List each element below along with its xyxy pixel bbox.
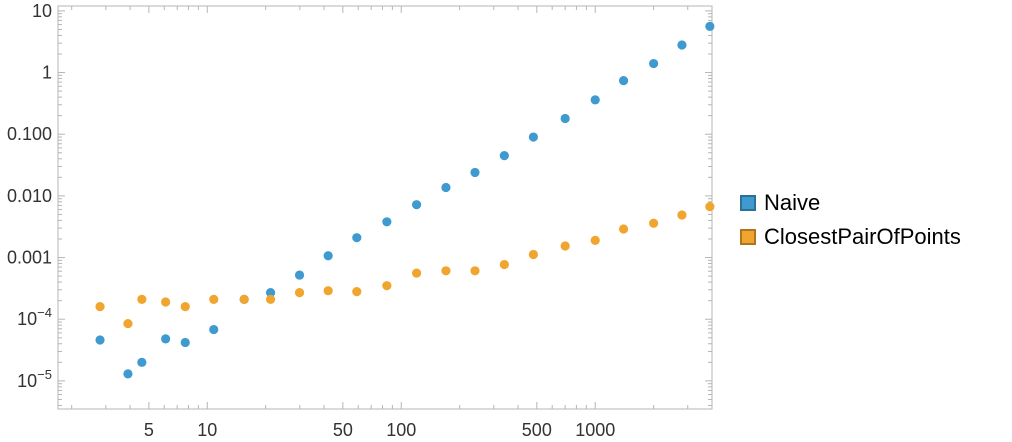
naive-point — [137, 357, 147, 367]
data-points — [95, 21, 715, 379]
legend-item-closest-pair[interactable]: ClosestPairOfPoints — [740, 220, 961, 254]
closest-pair-point — [677, 210, 687, 220]
naive-point — [560, 113, 570, 124]
closest-pair-point — [294, 288, 305, 298]
legend-swatch-closest-pair — [740, 229, 756, 245]
legend-label-closest-pair: ClosestPairOfPoints — [764, 224, 961, 249]
naive-point — [352, 233, 362, 243]
plot-frame — [57, 5, 713, 410]
closest-pair-point — [470, 266, 480, 276]
plot-frame-rect — [57, 5, 713, 410]
legend-swatch-naive — [740, 195, 756, 211]
y-tick-label: 0.100 — [7, 124, 52, 144]
closest-pair-point — [705, 202, 715, 212]
closest-pair-point — [323, 286, 333, 296]
naive-point — [323, 251, 333, 261]
x-tick-label: 5 — [144, 420, 154, 440]
closest-pair-point — [161, 297, 171, 307]
closest-pair-point — [137, 294, 147, 304]
naive-point — [412, 200, 422, 210]
axis-ticks — [58, 6, 713, 409]
closest-pair-point — [95, 302, 105, 312]
closest-pair-point — [382, 281, 392, 291]
naive-point — [499, 151, 509, 161]
naive-point — [265, 288, 276, 298]
closest-pair-point — [123, 318, 133, 329]
closest-pair-point — [618, 224, 629, 234]
closest-pair-point — [441, 266, 451, 276]
legend-label-naive: Naive — [764, 190, 821, 215]
y-tick-label: 10 — [32, 1, 52, 21]
y-tick-label: 0.001 — [7, 248, 52, 268]
naive-point — [705, 21, 715, 32]
naive-point — [294, 270, 305, 280]
naive-point — [180, 337, 190, 348]
naive-point — [590, 95, 600, 105]
y-tick-label: 10−5 — [17, 367, 52, 391]
naive-point — [123, 369, 133, 379]
closest-pair-point — [528, 249, 538, 260]
naive-point — [649, 58, 659, 69]
x-tick-label: 100 — [386, 420, 416, 440]
closest-pair-point — [239, 294, 249, 304]
closest-pair-point — [265, 294, 276, 304]
closest-pair-point — [590, 235, 600, 245]
legend: Naive ClosestPairOfPoints — [740, 186, 961, 254]
closest-pair-point — [209, 294, 219, 304]
tick-labels: 5 10 50 100 500 1000 10−5 10−4 0.001 0.010 0.100 1 1… — [7, 1, 615, 440]
closest-pair-point — [412, 268, 422, 278]
naive-point — [382, 217, 392, 227]
y-tick-label: 10−4 — [17, 305, 52, 329]
x-tick-label: 50 — [333, 420, 353, 440]
legend-item-naive[interactable]: Naive — [740, 186, 961, 220]
x-tick-label: 10 — [197, 420, 217, 440]
closest-pair-point — [499, 259, 509, 270]
x-tick-label: 1000 — [575, 420, 615, 440]
naive-point — [528, 132, 538, 142]
closest-pair-point — [180, 302, 190, 312]
closest-pair-point — [649, 218, 659, 228]
closest-pair-point — [352, 287, 362, 297]
naive-point — [618, 76, 629, 86]
y-tick-label: 0.010 — [7, 186, 52, 206]
closest-pair-point — [560, 241, 570, 251]
naive-point — [441, 182, 451, 193]
naive-point — [95, 335, 105, 345]
naive-point — [470, 167, 480, 178]
naive-point — [209, 324, 219, 335]
naive-point — [677, 40, 687, 50]
y-tick-label: 1 — [42, 63, 52, 83]
x-tick-label: 500 — [522, 420, 552, 440]
naive-point — [161, 334, 171, 344]
